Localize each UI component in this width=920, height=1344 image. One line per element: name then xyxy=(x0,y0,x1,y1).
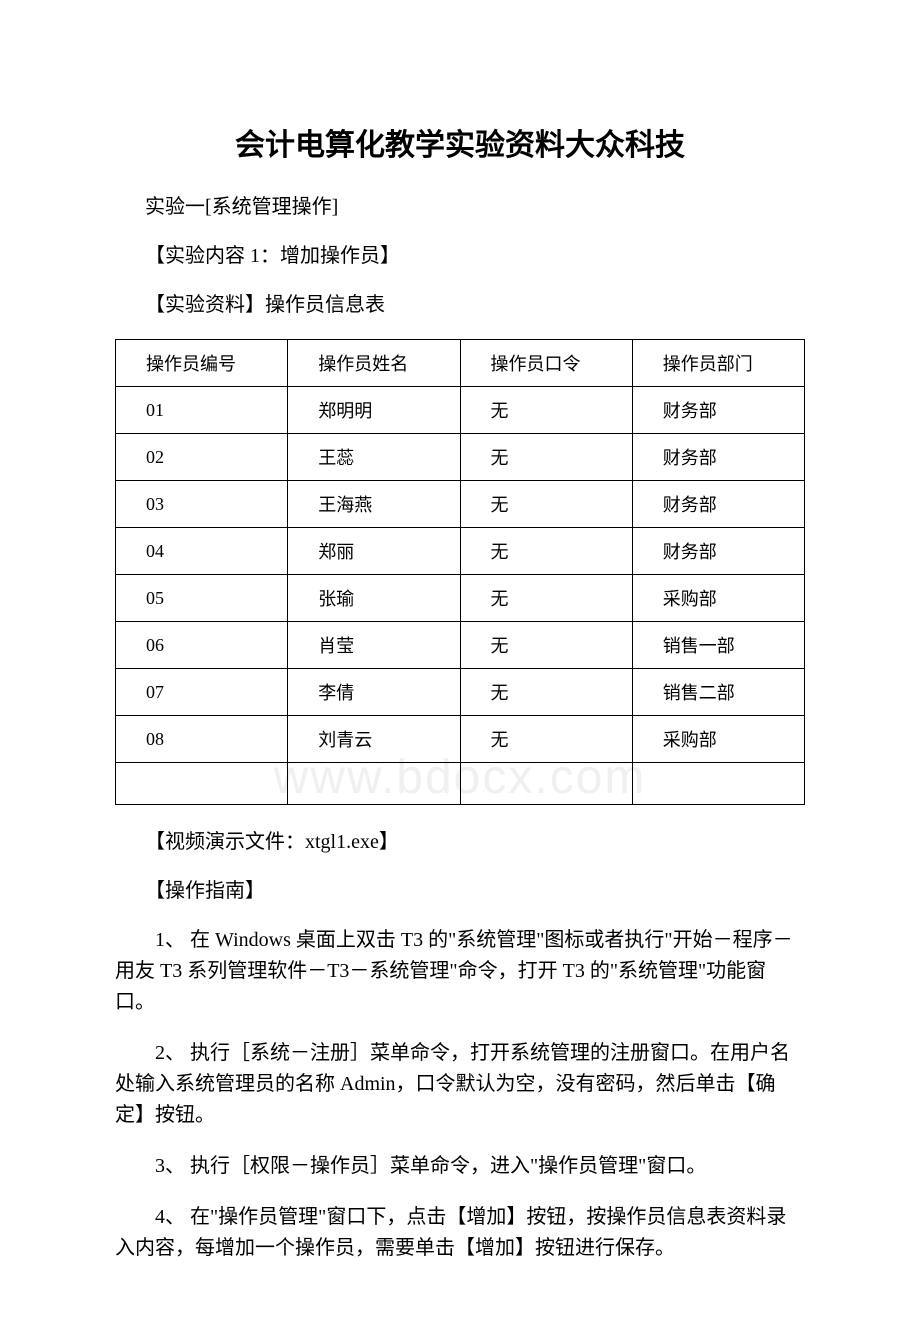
table-cell: 08 xyxy=(116,716,288,763)
operation-guide-heading: 【操作指南】 xyxy=(115,876,805,907)
table-cell xyxy=(288,763,460,805)
table-row: 06 肖莹 无 销售一部 xyxy=(116,622,805,669)
content-heading: 【实验内容 1：增加操作员】 xyxy=(115,241,805,272)
table-row: 02 王蕊 无 财务部 xyxy=(116,434,805,481)
table-cell: 05 xyxy=(116,575,288,622)
table-row: 08 刘青云 无 采购部 xyxy=(116,716,805,763)
table-cell xyxy=(460,763,632,805)
table-header-cell: 操作员部门 xyxy=(632,340,804,387)
table-row: 04 郑丽 无 财务部 xyxy=(116,528,805,575)
table-cell: 郑明明 xyxy=(288,387,460,434)
table-cell: 销售一部 xyxy=(632,622,804,669)
table-header-cell: 操作员姓名 xyxy=(288,340,460,387)
video-file-note: 【视频演示文件：xtgl1.exe】 xyxy=(115,827,805,858)
table-header-cell: 操作员编号 xyxy=(116,340,288,387)
table-cell: 财务部 xyxy=(632,528,804,575)
table-row: 05 张瑜 无 采购部 xyxy=(116,575,805,622)
table-header-row: 操作员编号 操作员姓名 操作员口令 操作员部门 xyxy=(116,340,805,387)
table-cell: 销售二部 xyxy=(632,669,804,716)
experiment-heading: 实验一[系统管理操作] xyxy=(115,192,805,223)
table-cell: 03 xyxy=(116,481,288,528)
table-cell: 06 xyxy=(116,622,288,669)
table-cell: 无 xyxy=(460,575,632,622)
instruction-step-3: 3、 执行［权限－操作员］菜单命令，进入"操作员管理"窗口。 xyxy=(115,1151,805,1182)
table-cell: 李倩 xyxy=(288,669,460,716)
instruction-step-4: 4、 在"操作员管理"窗口下，点击【增加】按钮，按操作员信息表资料录入内容，每增… xyxy=(115,1202,805,1264)
instruction-step-1: 1、 在 Windows 桌面上双击 T3 的"系统管理"图标或者执行"开始－程… xyxy=(115,925,805,1018)
table-cell xyxy=(116,763,288,805)
table-cell: 无 xyxy=(460,481,632,528)
instruction-step-2: 2、 执行［系统－注册］菜单命令，打开系统管理的注册窗口。在用户名处输入系统管理… xyxy=(115,1038,805,1131)
table-row: 07 李倩 无 销售二部 xyxy=(116,669,805,716)
table-cell: 王海燕 xyxy=(288,481,460,528)
table-cell: 无 xyxy=(460,434,632,481)
table-cell: 肖莹 xyxy=(288,622,460,669)
table-cell: 01 xyxy=(116,387,288,434)
table-cell: 07 xyxy=(116,669,288,716)
operator-info-table: 操作员编号 操作员姓名 操作员口令 操作员部门 01 郑明明 无 财务部 02 … xyxy=(115,339,805,805)
table-cell: 无 xyxy=(460,716,632,763)
table-cell: 无 xyxy=(460,387,632,434)
table-cell: 采购部 xyxy=(632,575,804,622)
table-cell xyxy=(632,763,804,805)
material-heading: 【实验资料】操作员信息表 xyxy=(115,290,805,321)
document-title: 会计电算化教学实验资料大众科技 xyxy=(115,120,805,164)
table-row: 03 王海燕 无 财务部 xyxy=(116,481,805,528)
table-cell: 财务部 xyxy=(632,434,804,481)
table-cell: 张瑜 xyxy=(288,575,460,622)
table-row xyxy=(116,763,805,805)
table-cell: 无 xyxy=(460,669,632,716)
table-header-cell: 操作员口令 xyxy=(460,340,632,387)
table-row: 01 郑明明 无 财务部 xyxy=(116,387,805,434)
table-cell: 02 xyxy=(116,434,288,481)
table-cell: 无 xyxy=(460,622,632,669)
table-cell: 财务部 xyxy=(632,481,804,528)
table-cell: 财务部 xyxy=(632,387,804,434)
table-cell: 04 xyxy=(116,528,288,575)
table-cell: 采购部 xyxy=(632,716,804,763)
table-cell: 郑丽 xyxy=(288,528,460,575)
table-cell: 无 xyxy=(460,528,632,575)
table-cell: 刘青云 xyxy=(288,716,460,763)
table-cell: 王蕊 xyxy=(288,434,460,481)
